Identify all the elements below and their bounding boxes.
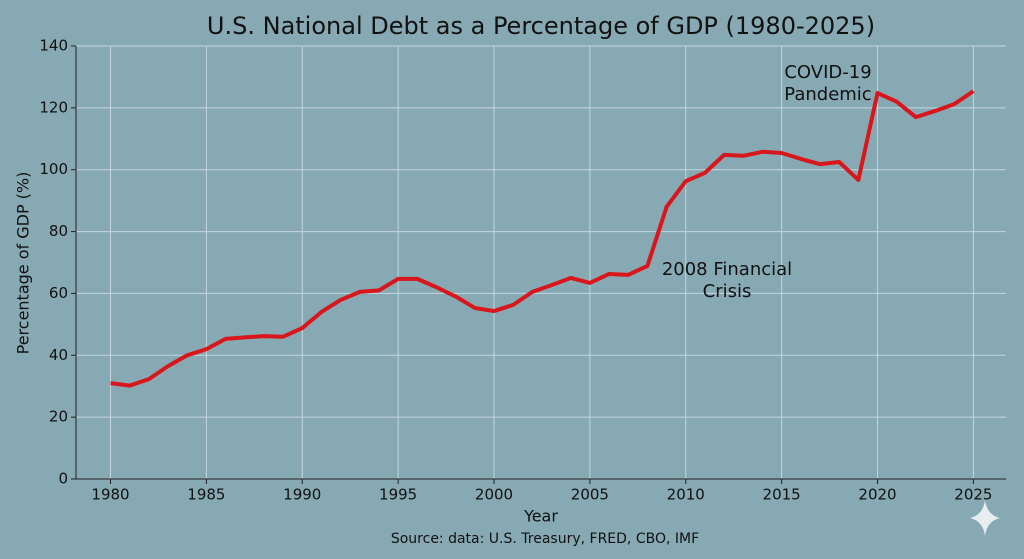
y-tick-label: 20 xyxy=(49,408,68,426)
x-tick-label: 2020 xyxy=(858,486,896,504)
x-tick-label: 1995 xyxy=(379,486,417,504)
x-tick-label: 1990 xyxy=(283,486,321,504)
x-tick-label: 1980 xyxy=(91,486,129,504)
chart-title: U.S. National Debt as a Percentage of GD… xyxy=(207,12,875,40)
sparkle-icon xyxy=(970,500,1000,536)
data-line xyxy=(110,89,975,388)
y-tick-label: 80 xyxy=(49,222,68,240)
y-axis-label: Percentage of GDP (%) xyxy=(14,172,33,355)
y-tick-label: 0 xyxy=(58,470,68,488)
y-tick-label: 140 xyxy=(39,37,68,55)
y-tick-label: 120 xyxy=(39,98,68,116)
annotation: 2008 Financial xyxy=(662,259,792,280)
y-tick-label: 60 xyxy=(49,284,68,302)
y-tick-label: 100 xyxy=(39,160,68,178)
source-note: Source: data: U.S. Treasury, FRED, CBO, … xyxy=(391,531,699,547)
x-tick-label: 2000 xyxy=(475,486,513,504)
x-axis-label: Year xyxy=(523,507,558,526)
annotation: COVID-19 xyxy=(784,62,871,83)
annotation: Crisis xyxy=(703,281,752,302)
x-tick-label: 2005 xyxy=(571,486,609,504)
annotation: Pandemic xyxy=(784,84,871,105)
x-tick-label: 2010 xyxy=(667,486,705,504)
x-tick-label: 2015 xyxy=(763,486,801,504)
y-tick-label: 40 xyxy=(49,346,68,364)
x-tick-label: 1985 xyxy=(187,486,225,504)
x-tick-label: 2025 xyxy=(954,486,992,504)
